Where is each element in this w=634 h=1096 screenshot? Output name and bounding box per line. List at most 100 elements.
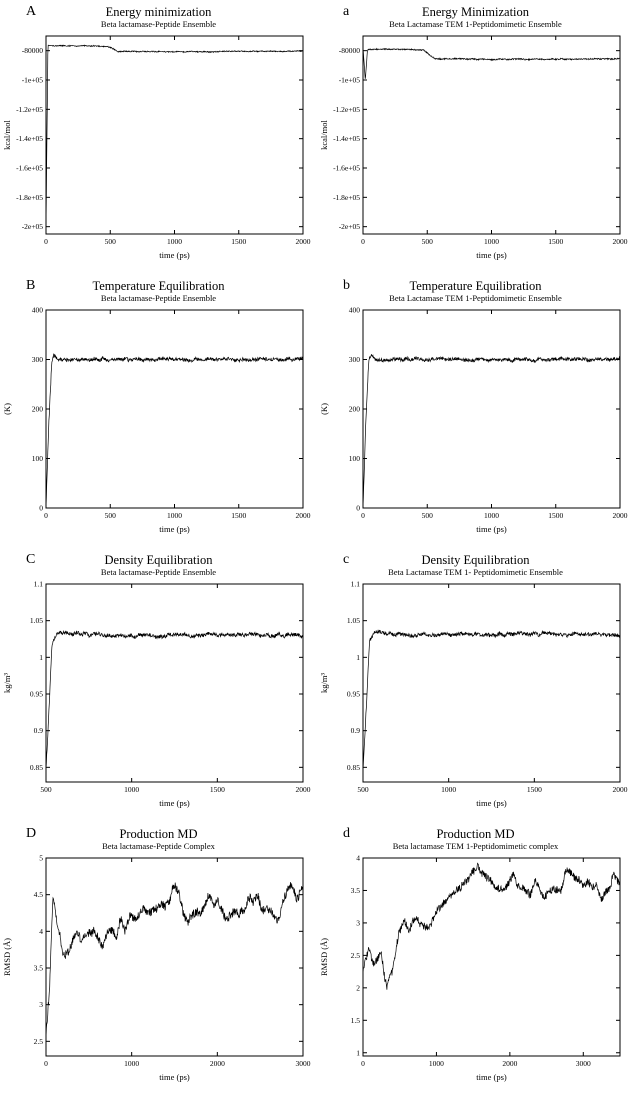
plot-frame xyxy=(45,857,304,1057)
y-tick-label: 1.5 xyxy=(351,1016,361,1025)
y-tick-label: 0 xyxy=(356,504,360,513)
y-tick-label: 1 xyxy=(356,1048,360,1057)
plot-frame xyxy=(362,583,621,783)
chart-subtitle: Beta lactamase-Peptide Complex xyxy=(102,841,215,851)
y-tick-label: 200 xyxy=(349,405,361,414)
chart-title: Temperature Equilibration xyxy=(409,279,542,293)
panel-letter: b xyxy=(343,278,350,293)
y-tick-label: 1.05 xyxy=(347,616,360,625)
x-tick-label: 1000 xyxy=(429,1059,444,1068)
y-tick-label: 2.5 xyxy=(351,951,361,960)
x-tick-label: 1500 xyxy=(231,237,246,246)
panel-b-temperature-equilibration: b Temperature Equilibration Beta Lactama… xyxy=(317,274,634,548)
y-tick-label: -1.8e+05 xyxy=(333,193,360,202)
plot-area-production-md-D: 0 1000 2000 3000 2.5 3 3.5 4 4.5 5 time (ps) RMSD (… xyxy=(2,854,311,1083)
chart-title: Density Equilibration xyxy=(421,553,530,567)
x-tick-label: 2000 xyxy=(613,237,628,246)
x-tick-label: 1500 xyxy=(527,785,542,794)
x-tick-label: 2000 xyxy=(296,785,311,794)
x-axis-label: time (ps) xyxy=(159,524,190,534)
panel-letter: a xyxy=(343,4,350,19)
y-tick-label: -1.6e+05 xyxy=(333,164,360,173)
x-axis-label: time (ps) xyxy=(159,798,190,808)
panel-C-density-equilibration: C Density Equilibration Beta lactamase-P… xyxy=(0,548,317,822)
chart-title: Production MD xyxy=(436,827,515,841)
chart-subtitle: Beta lactamase-Peptide Ensemble xyxy=(100,567,217,577)
y-tick-label: -1.8e+05 xyxy=(16,193,43,202)
y-tick-label: 4 xyxy=(356,854,360,863)
y-axis-label: kg/m³ xyxy=(2,673,12,693)
panel-c-density-equilibration: c Density Equilibration Beta Lactamase T… xyxy=(317,548,634,822)
y-tick-label: -1e+05 xyxy=(339,76,361,85)
series-line xyxy=(362,354,621,508)
y-tick-label: -1.2e+05 xyxy=(333,105,360,114)
x-tick-label: 2000 xyxy=(613,785,628,794)
plot-area-temperature-equilibration-b: 0 500 1000 1500 2000 0 100 200 300 400 time (ps) (K… xyxy=(319,306,628,535)
y-tick-label: 100 xyxy=(349,454,361,463)
x-tick-label: 1500 xyxy=(548,237,563,246)
y-tick-label: -1.4e+05 xyxy=(16,134,43,143)
y-tick-label: -80000 xyxy=(339,46,360,55)
x-tick-label: 0 xyxy=(44,1059,48,1068)
plot-frame xyxy=(45,35,304,235)
plot-frame xyxy=(45,583,304,783)
y-tick-label: 200 xyxy=(32,405,44,414)
plot-frame xyxy=(362,35,621,235)
x-tick-label: 1500 xyxy=(210,785,225,794)
panel-A-energy-minimization: A Energy minimization Beta lactamase-Pep… xyxy=(0,0,317,274)
y-tick-label: 4 xyxy=(39,927,43,936)
y-tick-label: 4.5 xyxy=(34,890,44,899)
series-line xyxy=(45,630,304,770)
x-axis-label: time (ps) xyxy=(476,524,507,534)
y-tick-label: 300 xyxy=(32,355,44,364)
x-tick-label: 2000 xyxy=(296,511,311,520)
y-tick-label: 1.05 xyxy=(30,616,43,625)
chart-title: Energy minimization xyxy=(105,5,212,19)
panel-d-production-md: d Production MD Beta lactamase TEM 1-Pep… xyxy=(317,822,634,1096)
y-tick-label: 0.9 xyxy=(34,726,44,735)
y-tick-label: 300 xyxy=(349,355,361,364)
x-tick-label: 500 xyxy=(105,511,117,520)
series-line xyxy=(45,353,303,508)
y-tick-label: -1.4e+05 xyxy=(333,134,360,143)
x-axis-label: time (ps) xyxy=(476,798,507,808)
y-tick-label: 1 xyxy=(39,653,43,662)
y-tick-label: -2e+05 xyxy=(339,222,361,231)
x-axis-label: time (ps) xyxy=(159,250,190,260)
x-tick-label: 2000 xyxy=(210,1059,225,1068)
chart-subtitle: Beta Lactamase TEM 1- Peptidomimetic Ens… xyxy=(388,567,563,577)
y-axis-label: (K) xyxy=(319,403,329,415)
panel-letter: C xyxy=(26,552,36,567)
chart-subtitle: Beta Lactamase TEM 1-Peptidomimetic Ense… xyxy=(389,293,562,303)
y-axis-label: kcal/mol xyxy=(319,119,329,149)
y-tick-label: 2.5 xyxy=(34,1037,44,1046)
x-tick-label: 1000 xyxy=(167,511,182,520)
x-tick-label: 500 xyxy=(422,237,434,246)
plot-area-density-equilibration-c: 500 1000 1500 2000 0.85 0.9 0.95 1 1.05 1.1 time (… xyxy=(319,580,628,809)
y-tick-label: 5 xyxy=(39,854,43,863)
series-line xyxy=(45,882,304,1039)
chart-title: Energy Minimization xyxy=(421,5,530,19)
y-axis-label: kcal/mol xyxy=(2,119,12,149)
plot-frame xyxy=(45,309,304,509)
plot-frame xyxy=(362,857,621,1057)
x-tick-label: 1000 xyxy=(484,237,499,246)
series-line xyxy=(362,629,621,772)
x-tick-label: 0 xyxy=(361,1059,365,1068)
x-tick-label: 1000 xyxy=(441,785,456,794)
chart-subtitle: Beta lactamase-Peptide Ensemble xyxy=(100,19,217,29)
x-tick-label: 3000 xyxy=(576,1059,591,1068)
panel-letter: c xyxy=(343,552,350,567)
chart-title: Density Equilibration xyxy=(104,553,213,567)
plot-area-production-md-d: 0 1000 2000 3000 1 1.5 2 2.5 3 3.5 4 time (ps) RMSD … xyxy=(319,854,621,1082)
x-tick-label: 2000 xyxy=(613,511,628,520)
x-tick-label: 1500 xyxy=(231,511,246,520)
plot-area-energy-minimization-A: 0 500 1000 1500 2000 -2e+05 -1.8e+05 -1.6e+05 -1… xyxy=(2,35,311,260)
y-tick-label: -1.2e+05 xyxy=(16,105,43,114)
chart-subtitle: Beta Lactamase TEM 1-Peptidomimetic Ense… xyxy=(389,19,562,29)
y-tick-label: 0.95 xyxy=(30,690,43,699)
chart-title: Temperature Equilibration xyxy=(92,279,225,293)
y-tick-label: 0 xyxy=(39,504,43,513)
plot-area-energy-minimization-a: 0 500 1000 1500 2000 -2e+05 -1.8e+05 -1.6e+05 -1… xyxy=(319,35,628,260)
